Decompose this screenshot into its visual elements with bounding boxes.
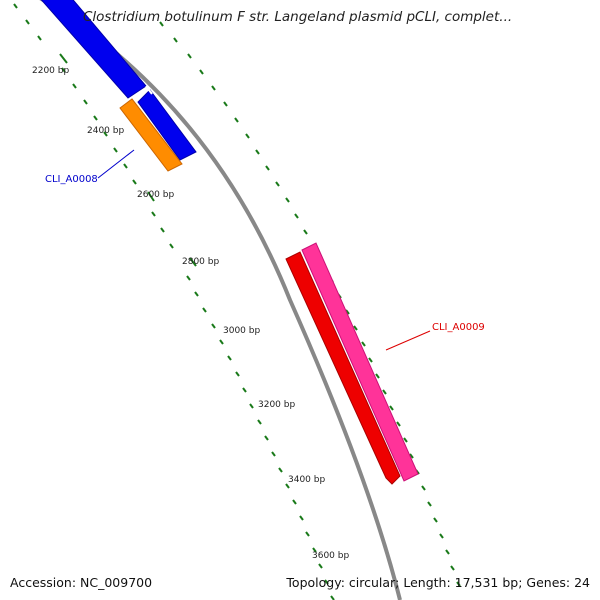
tick-label: 2200 bp	[32, 66, 69, 76]
blue-feature[interactable]	[38, 0, 197, 161]
tick-label: 2600 bp	[137, 190, 174, 200]
gene-callout-cli-a0009[interactable]: CLI_A0009	[385, 322, 485, 351]
tick-label: 3200 bp	[258, 400, 295, 410]
topology-summary: Topology: circular; Length: 17,531 bp; G…	[286, 575, 590, 590]
tick-label: 3000 bp	[223, 326, 260, 336]
red-feature[interactable]	[285, 251, 401, 485]
tick-label: 2800 bp	[182, 257, 219, 267]
tick-label: 3600 bp	[312, 551, 349, 561]
accession-text: Accession: NC_009700	[10, 575, 153, 590]
gene-label-cli-a0008[interactable]: CLI_A0008	[45, 174, 98, 185]
orange-feature[interactable]	[119, 98, 183, 172]
tick-label: 2400 bp	[87, 126, 124, 136]
tick-label: 3400 bp	[288, 475, 325, 485]
map-title: Clostridium botulinum F str. Langeland p…	[83, 9, 513, 25]
gene-callout-cli-a0008[interactable]: CLI_A0008	[45, 149, 135, 185]
inner-tick-ring	[13, 3, 335, 600]
tick-labels: 2200 bp 2400 bp 2600 bp 2800 bp 3000 bp 3200 …	[32, 66, 349, 561]
backbone-arc	[39, 0, 402, 600]
gene-label-cli-a0009[interactable]: CLI_A0009	[432, 322, 485, 333]
pink-feature[interactable]	[301, 242, 419, 482]
